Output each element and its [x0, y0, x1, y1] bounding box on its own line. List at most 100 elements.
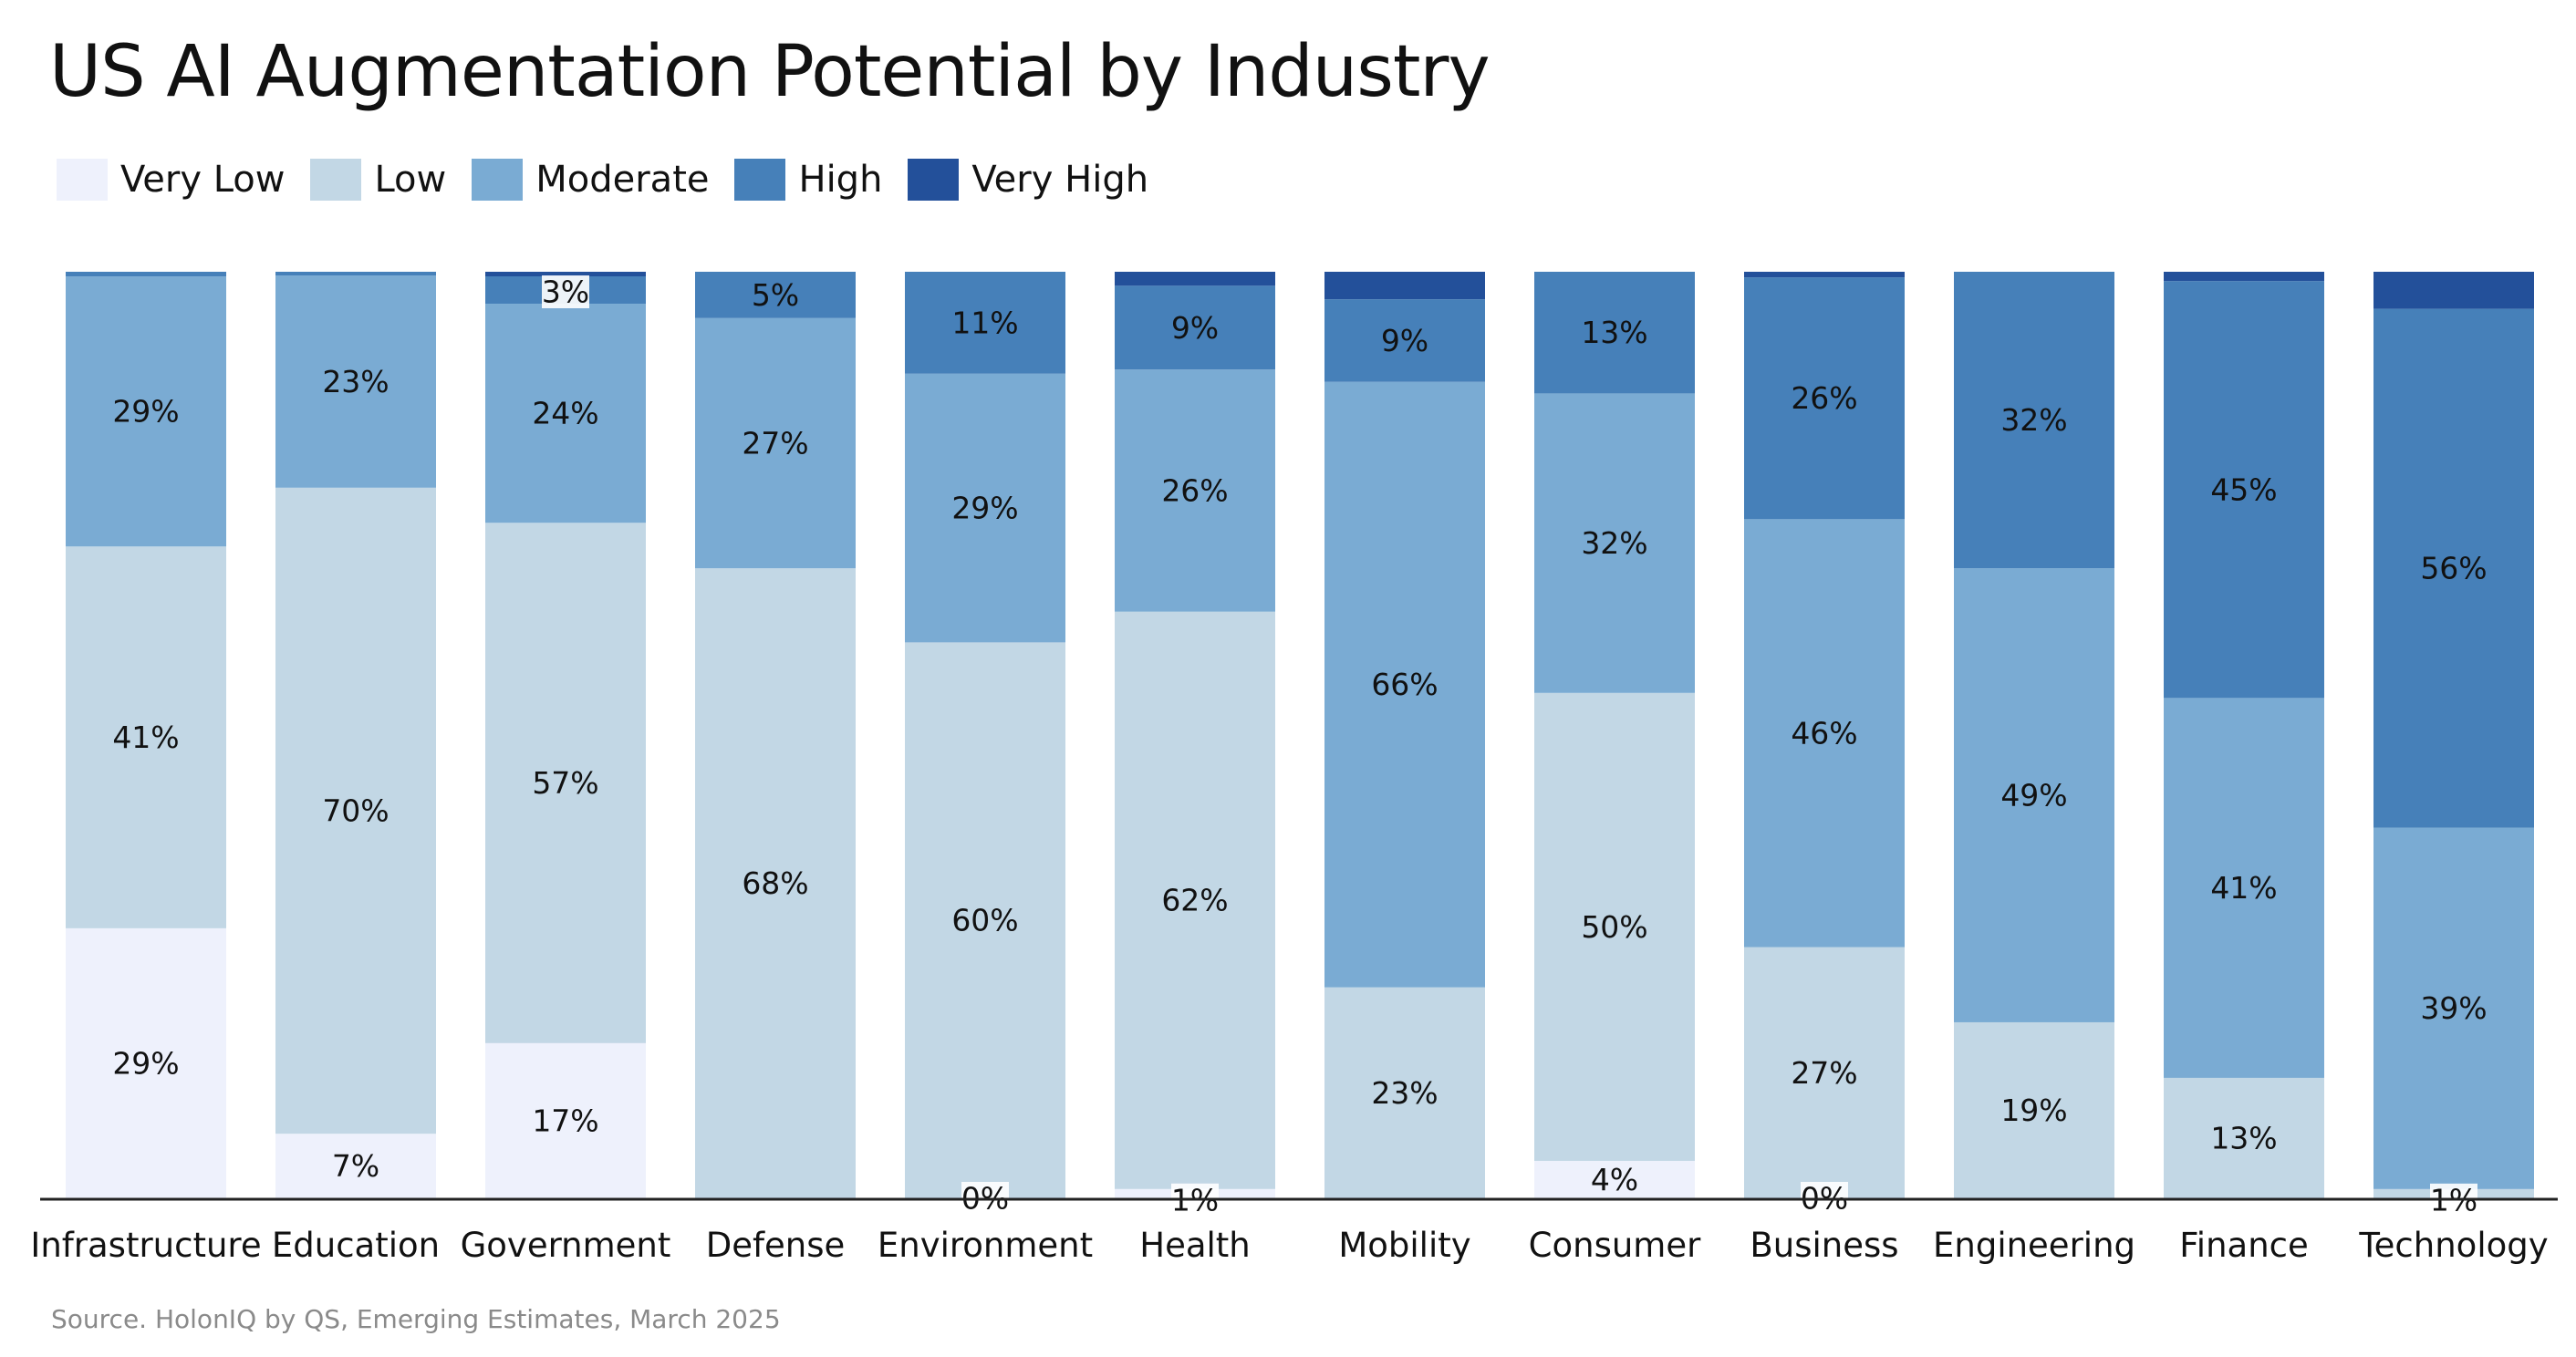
- bar-segment-education-very-low: [275, 1134, 436, 1198]
- bar-segment-health-low: [1115, 611, 1275, 1189]
- category-label: Consumer: [1529, 1226, 1701, 1265]
- bar-segment-business-very-high: [1744, 272, 1905, 278]
- chart-title: US AI Augmentation Potential by Industry: [49, 31, 1491, 113]
- data-label-background: [542, 275, 589, 309]
- data-label: 45%: [2210, 471, 2277, 507]
- category-label: Finance: [2179, 1226, 2309, 1265]
- data-label: 4%: [1591, 1162, 1638, 1197]
- data-label: 9%: [1381, 323, 1428, 358]
- bar-segment-defense-high: [695, 272, 856, 318]
- data-label: 23%: [322, 364, 389, 399]
- data-label: 17%: [532, 1103, 598, 1138]
- bar-segment-government-very-low: [485, 1042, 646, 1198]
- data-label: 9%: [1171, 310, 1219, 346]
- category-label: Technology: [2358, 1226, 2548, 1265]
- bar-segment-infrastructure-low: [66, 546, 226, 928]
- data-label: 13%: [2210, 1120, 2277, 1155]
- data-label: 27%: [742, 425, 808, 461]
- legend-label-high: High: [798, 159, 883, 201]
- data-label: 68%: [742, 865, 808, 901]
- legend-item-high: High: [734, 159, 882, 201]
- bar-segment-environment-moderate: [905, 373, 1065, 643]
- bar-segment-education-moderate: [275, 275, 436, 488]
- data-label: 66%: [1371, 667, 1438, 702]
- data-label: 3%: [542, 275, 589, 310]
- bar-segment-finance-very-high: [2164, 272, 2324, 282]
- bar-segment-mobility-low: [1324, 987, 1485, 1198]
- bar-segment-government-moderate: [485, 304, 646, 523]
- stacked-bar-chart: 29% 41% 29% Infrastructure 7% 70% 23% Education…: [30, 272, 2558, 1265]
- bar-segment-business-low: [1744, 947, 1905, 1198]
- bar-segment-infrastructure-high: [66, 272, 226, 277]
- legend-swatch-high: [734, 159, 786, 201]
- bar-segment-government-very-high: [485, 272, 646, 277]
- bar-segment-finance-high: [2164, 281, 2324, 699]
- legend-swatch-low: [310, 159, 362, 201]
- category-label: Health: [1139, 1226, 1251, 1265]
- bar-segment-health-moderate: [1115, 369, 1275, 612]
- data-label: 50%: [1581, 909, 1647, 945]
- bar-segment-mobility-moderate: [1324, 381, 1485, 988]
- bar-segment-mobility-very-high: [1324, 272, 1485, 300]
- data-label: 39%: [2420, 990, 2487, 1026]
- legend-label-moderate: Moderate: [535, 159, 710, 201]
- bar-segment-engineering-low: [1954, 1021, 2114, 1198]
- data-label: 41%: [112, 720, 179, 755]
- bar-segment-finance-low: [2164, 1077, 2324, 1198]
- data-label: 60%: [951, 903, 1018, 938]
- legend-item-moderate: Moderate: [472, 159, 709, 201]
- legend-item-very-high: Very High: [908, 159, 1148, 201]
- category-label: Education: [272, 1226, 440, 1265]
- bar-segment-technology-high: [2373, 308, 2534, 828]
- bar-segment-consumer-moderate: [1534, 393, 1695, 693]
- data-label: 26%: [1791, 380, 1857, 416]
- legend-item-low: Low: [310, 159, 446, 201]
- data-label: 57%: [532, 765, 598, 801]
- bar-segment-engineering-moderate: [1954, 568, 2114, 1022]
- category-label: Mobility: [1338, 1226, 1470, 1265]
- bar-segment-defense-moderate: [695, 317, 856, 569]
- legend-label-low: Low: [374, 159, 447, 201]
- bar-segment-defense-low: [695, 568, 856, 1198]
- data-label: 41%: [2210, 870, 2277, 906]
- legend-label-very-low: Very Low: [120, 159, 286, 201]
- bar-segment-mobility-high: [1324, 299, 1485, 382]
- bar-segment-infrastructure-very-low: [66, 927, 226, 1198]
- category-label: Government: [461, 1226, 671, 1265]
- bar-segment-infrastructure-moderate: [66, 276, 226, 547]
- category-label: Environment: [878, 1226, 1093, 1265]
- data-label: 32%: [1581, 525, 1647, 561]
- data-label: 70%: [322, 792, 389, 828]
- data-label: 29%: [112, 394, 179, 430]
- data-label: 46%: [1791, 715, 1857, 751]
- bar-segment-health-very-high: [1115, 272, 1275, 286]
- data-label: 13%: [1581, 315, 1647, 350]
- data-label: 11%: [951, 305, 1018, 340]
- data-label: 19%: [2000, 1093, 2067, 1128]
- bar-segment-education-low: [275, 487, 436, 1134]
- bar-segment-environment-low: [905, 642, 1065, 1198]
- data-label: 32%: [2000, 402, 2067, 438]
- data-label: 26%: [1161, 472, 1228, 508]
- legend-item-very-low: Very Low: [57, 159, 285, 201]
- bar-segment-government-low: [485, 523, 646, 1043]
- legend-label-very-high: Very High: [971, 159, 1149, 201]
- bar-segment-finance-moderate: [2164, 698, 2324, 1078]
- bar-segment-business-moderate: [1744, 519, 1905, 948]
- data-label: 49%: [2000, 778, 2067, 813]
- bar-segment-environment-high: [905, 272, 1065, 374]
- bar-segment-consumer-low: [1534, 692, 1695, 1161]
- bar-segment-health-high: [1115, 285, 1275, 370]
- legend: Very Low Low Moderate High Very High: [57, 159, 1174, 201]
- data-label: 27%: [1791, 1055, 1857, 1091]
- bar-segment-business-high: [1744, 277, 1905, 520]
- source-note: Source. HolonIQ by QS, Emerging Estimate…: [51, 1304, 781, 1334]
- category-label: Business: [1750, 1226, 1898, 1265]
- bar-segment-technology-very-high: [2373, 272, 2534, 309]
- data-label: 5%: [752, 277, 799, 313]
- legend-swatch-very-high: [908, 159, 960, 201]
- data-label: 23%: [1371, 1075, 1438, 1111]
- data-label: 7%: [332, 1148, 379, 1184]
- bar-segment-technology-moderate: [2373, 827, 2534, 1189]
- data-label: 24%: [532, 396, 598, 431]
